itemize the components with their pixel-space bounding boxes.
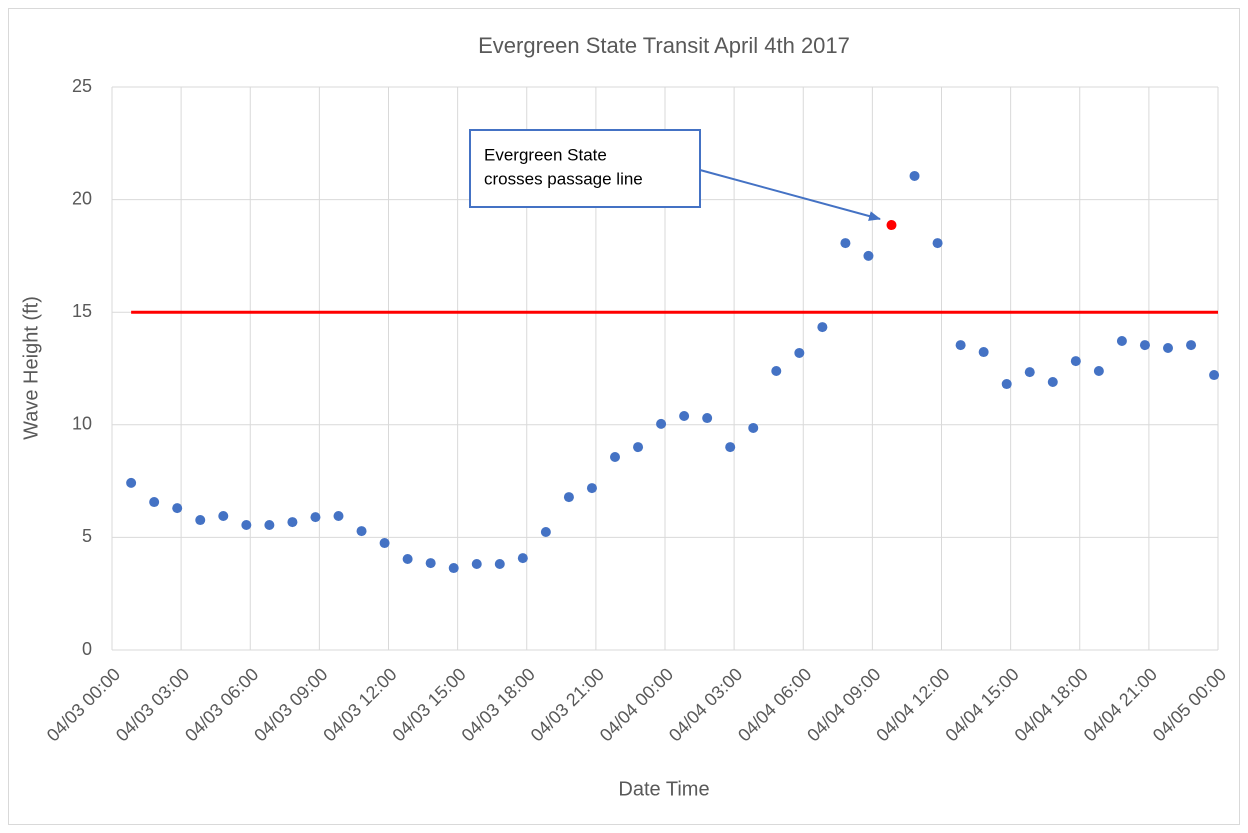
annotation-arrow — [699, 169, 881, 221]
data-point — [333, 511, 344, 522]
data-point — [1116, 336, 1127, 347]
data-point — [955, 340, 966, 351]
chart-title: Evergreen State Transit April 4th 2017 — [478, 33, 850, 58]
data-point — [679, 411, 690, 422]
data-point — [771, 365, 782, 376]
data-point — [195, 515, 206, 526]
annotation-text: Evergreen State — [484, 145, 607, 164]
y-tick-label: 10 — [72, 414, 92, 434]
data-point — [425, 558, 436, 569]
data-point — [540, 526, 551, 537]
data-point — [356, 526, 367, 537]
data-point — [1209, 370, 1220, 381]
data-point — [840, 238, 851, 249]
data-point — [817, 322, 828, 333]
data-point — [471, 558, 482, 569]
data-point — [241, 520, 252, 531]
x-axis-label: Date Time — [618, 778, 709, 800]
data-point — [886, 220, 897, 231]
data-point — [863, 250, 874, 261]
data-point — [448, 563, 459, 574]
y-axis-label: Wave Height (ft) — [20, 296, 42, 440]
data-point — [1047, 377, 1058, 388]
data-point — [725, 442, 736, 453]
data-point — [126, 477, 137, 488]
data-point — [563, 492, 574, 503]
data-point — [633, 442, 644, 453]
data-point — [517, 553, 528, 564]
data-point — [172, 503, 183, 514]
data-point — [149, 497, 160, 508]
data-point — [748, 422, 759, 433]
data-point — [402, 554, 413, 565]
data-point — [978, 347, 989, 358]
data-point — [794, 347, 805, 358]
data-point — [909, 170, 920, 181]
data-point — [1186, 340, 1197, 351]
data-point — [218, 511, 229, 522]
annotation-text: crosses passage line — [484, 169, 643, 188]
data-point — [1139, 340, 1150, 351]
data-point — [264, 520, 275, 531]
annotation-box — [469, 129, 701, 208]
data-point — [1093, 365, 1104, 376]
data-point — [702, 413, 713, 424]
data-point — [932, 238, 943, 249]
data-point — [1162, 343, 1173, 354]
data-point — [1070, 356, 1081, 367]
data-point — [656, 418, 667, 429]
data-point — [609, 452, 620, 463]
y-tick-label: 15 — [72, 301, 92, 321]
data-point — [1001, 379, 1012, 390]
y-tick-label: 0 — [82, 639, 92, 659]
data-point — [310, 512, 321, 523]
y-tick-label: 20 — [72, 188, 92, 208]
data-point — [586, 483, 597, 494]
y-tick-label: 5 — [82, 526, 92, 546]
data-point — [287, 517, 298, 528]
y-tick-label: 25 — [72, 76, 92, 96]
data-point — [494, 558, 505, 569]
data-point — [379, 538, 390, 549]
data-point — [1024, 367, 1035, 378]
